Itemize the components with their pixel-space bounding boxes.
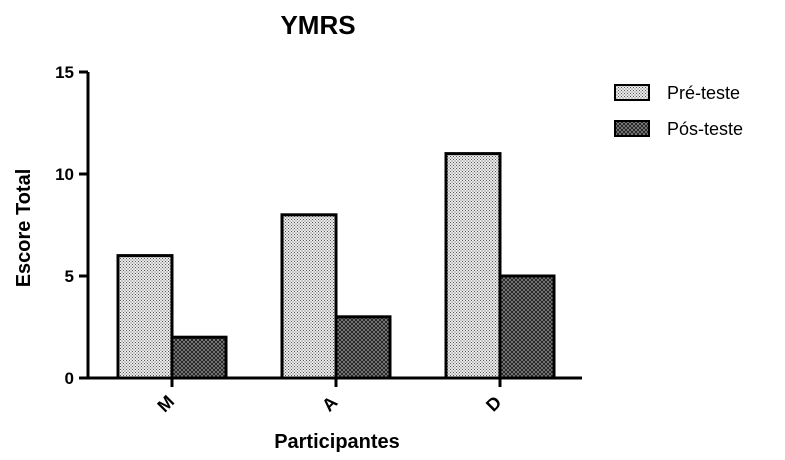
y-tick-label: 5 <box>65 267 74 286</box>
bars <box>116 152 556 380</box>
bar-pre-D <box>444 152 502 380</box>
legend: Pré-teste Pós-teste <box>614 83 743 139</box>
x-tick-label: M <box>153 391 178 416</box>
y-tick-label: 15 <box>55 63 74 82</box>
y-ticks: 0 5 10 15 <box>55 63 88 388</box>
x-tick-label: A <box>318 392 341 415</box>
bar-post-A <box>334 315 392 380</box>
y-tick-label: 10 <box>55 165 74 184</box>
y-tick-label: 0 <box>65 369 74 388</box>
y-axis-label: Escore Total <box>13 169 35 288</box>
bar-post-D <box>498 274 556 380</box>
x-tick-label: D <box>482 392 505 415</box>
chart-title: YMRS <box>280 10 355 40</box>
legend-swatch-post <box>614 120 650 137</box>
legend-label-post: Pós-teste <box>667 119 743 139</box>
bar-pre-M <box>116 254 174 380</box>
bar-pre-A <box>280 213 338 380</box>
legend-label-pre: Pré-teste <box>667 83 740 103</box>
bar-post-M <box>170 335 228 380</box>
legend-swatch-pre <box>614 84 650 101</box>
x-axis-label: Participantes <box>274 431 400 453</box>
